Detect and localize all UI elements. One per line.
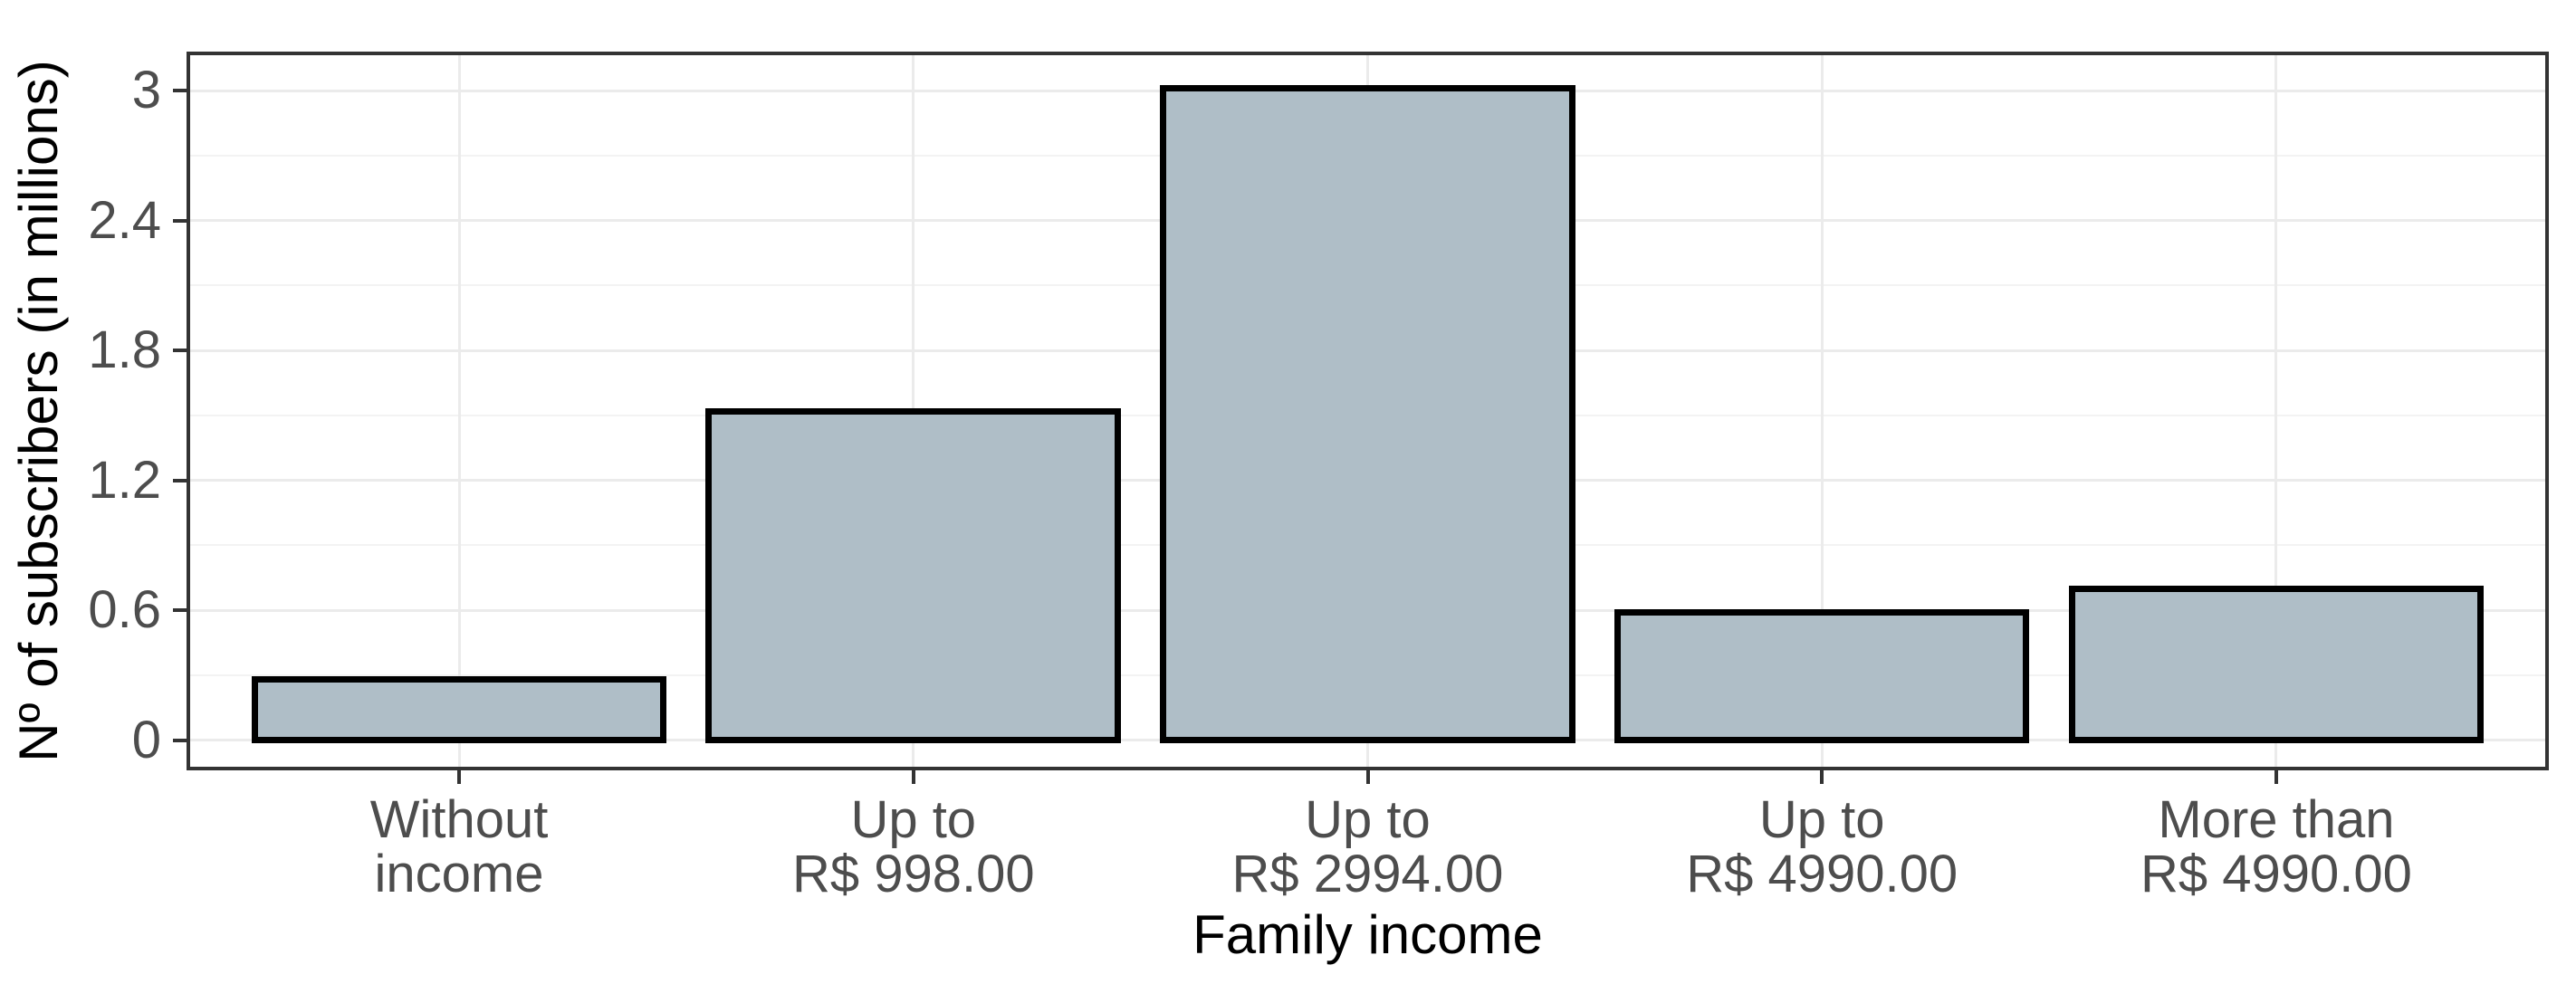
y-tick — [173, 218, 187, 223]
y-tick-label: 0.6 — [88, 580, 161, 640]
x-category-label: More than R$ 4990.00 — [2140, 790, 2412, 903]
v-gridline — [1820, 52, 1824, 770]
y-tick — [173, 738, 187, 742]
y-tick-label: 0 — [131, 710, 161, 769]
x-category-label: Without income — [369, 790, 549, 903]
bar — [2068, 585, 2485, 743]
bar — [705, 407, 1122, 744]
x-tick — [2274, 770, 2278, 784]
x-category-label: Up to R$ 2994.00 — [1231, 790, 1504, 903]
x-axis-title: Family income — [1192, 904, 1543, 965]
y-tick-label: 2.4 — [88, 190, 161, 250]
y-tick — [173, 349, 187, 353]
x-category-label: Up to R$ 998.00 — [791, 790, 1035, 903]
y-tick-label: 1.8 — [88, 320, 161, 380]
x-tick — [911, 770, 915, 784]
x-category-label: Up to R$ 4990.00 — [1686, 790, 1958, 903]
y-tick — [173, 89, 187, 93]
v-gridline — [457, 52, 461, 770]
x-tick — [1365, 770, 1370, 784]
plot-panel — [187, 52, 2549, 770]
y-tick — [173, 608, 187, 613]
y-tick-label: 3 — [131, 61, 161, 120]
v-gridline — [2274, 52, 2278, 770]
bar — [1160, 85, 1575, 744]
x-tick — [1820, 770, 1824, 784]
bar — [1614, 608, 2030, 743]
y-axis-title: Nº of subscribers (in millions) — [8, 60, 69, 762]
x-tick — [457, 770, 462, 784]
y-tick-label: 1.2 — [88, 450, 161, 510]
y-tick — [173, 478, 187, 482]
bar — [251, 676, 667, 743]
